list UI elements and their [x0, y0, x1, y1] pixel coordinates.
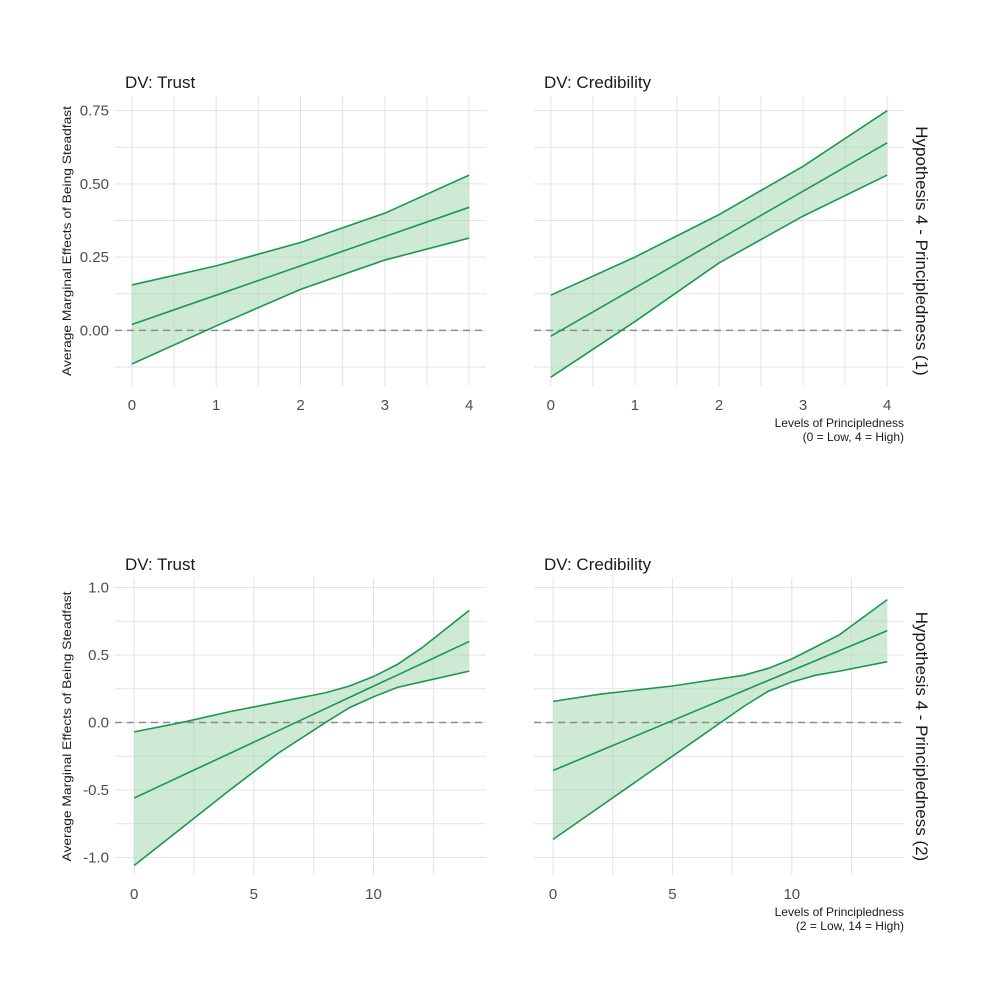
upper-line — [550, 109, 888, 296]
y-tick-label: 0.25 — [80, 249, 109, 266]
x-tick-label: 0 — [130, 886, 138, 903]
estimate-line — [552, 629, 888, 772]
x-tick-label: 3 — [381, 397, 389, 414]
x-tick-label: 1 — [212, 397, 220, 414]
panel-title: DV: Trust — [125, 555, 195, 574]
lower-line — [552, 660, 888, 841]
x-tick-label: 2 — [715, 397, 723, 414]
x-tick-label: 0 — [128, 397, 136, 414]
y-tick-label: 0.50 — [80, 176, 109, 193]
x-tick-label: 0 — [549, 886, 557, 903]
x-tick-label: 1 — [631, 397, 639, 414]
y-tick-label: 0.5 — [88, 647, 109, 664]
panel-2: 0 1 2 3 4 DV: Credibility Levels of Principled… — [534, 73, 931, 444]
x-tick-label: 5 — [668, 886, 676, 903]
x-tick-label: 10 — [783, 886, 800, 903]
confidence-ribbon — [553, 599, 888, 840]
estimate-line — [550, 142, 888, 337]
x-tick-label: 5 — [250, 886, 258, 903]
y-tick-label: 0.75 — [80, 103, 109, 120]
x-tick-label: 2 — [296, 397, 304, 414]
row-strip-label: Hypothesis 4 - Principledness (2) — [912, 612, 931, 861]
estimate-line — [133, 640, 470, 799]
y-axis-label: Average Marginal Effects of Being Steadf… — [60, 105, 74, 376]
y-tick-label: 1.0 — [88, 579, 109, 596]
panel-title: DV: Credibility — [544, 555, 652, 574]
confidence-ribbon — [550, 110, 888, 378]
lower-line — [550, 174, 888, 378]
x-tick-label: 10 — [365, 886, 382, 903]
row-strip-label: Hypothesis 4 - Principledness (1) — [912, 126, 931, 375]
x-tick-label: 4 — [883, 397, 891, 414]
panel-4: 0 5 10 DV: Credibility Levels of Principledn… — [534, 555, 931, 933]
panel-title: DV: Credibility — [544, 73, 652, 92]
y-tick-label: -1.0 — [83, 849, 109, 866]
upper-line — [552, 598, 888, 703]
x-tick-label: 0 — [547, 397, 555, 414]
lower-line — [131, 237, 470, 365]
x-axis-label-scale: (0 = Low, 4 = High) — [803, 430, 904, 444]
upper-line — [133, 609, 470, 733]
x-tick-label: 3 — [799, 397, 807, 414]
panel-3: 0 5 10 -1.0 -0.5 0.0 0.5 1.0 DV: Trust Average Ma… — [60, 555, 486, 903]
x-axis-label: Levels of Principledness — [775, 416, 904, 430]
y-tick-label: 0.0 — [88, 714, 109, 731]
x-tick-label: 4 — [465, 397, 473, 414]
estimate-line — [131, 206, 470, 326]
y-tick-label: 0.00 — [80, 322, 109, 339]
panel-title: DV: Trust — [125, 73, 195, 92]
lower-line — [133, 670, 470, 867]
panel-1: 0 1 2 3 4 0.00 0.25 0.50 0.75 DV: Trust Average Ma… — [60, 73, 486, 414]
upper-line — [131, 174, 470, 286]
confidence-ribbon — [131, 175, 470, 365]
x-axis-label: Levels of Principledness — [775, 905, 904, 919]
y-tick-label: -0.5 — [83, 782, 109, 799]
x-axis-label-scale: (2 = Low, 14 = High) — [796, 919, 904, 933]
y-axis-label: Average Marginal Effects of Being Steadf… — [60, 591, 74, 862]
